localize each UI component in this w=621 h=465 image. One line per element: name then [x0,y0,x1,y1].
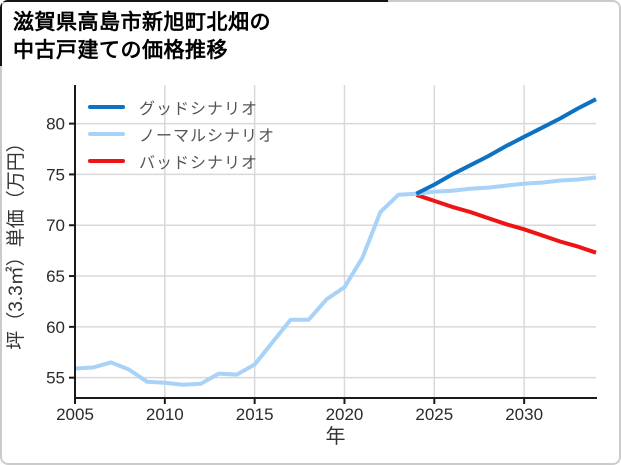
legend-item-bad: バッドシナリオ [88,147,275,174]
series-line-normal [74,175,597,387]
tick-label-x: 2025 [415,405,453,424]
chart-title-line1: 滋賀県高島市新旭町北畑の [13,11,271,34]
chart-title-line2: 中古戸建ての価格推移 [13,39,228,62]
legend-item-normal: ノーマルシナリオ [88,120,275,147]
tick-label-y: 55 [46,369,65,388]
chart-legend: グッドシナリオ ノーマルシナリオ バッドシナリオ [88,93,275,174]
y-axis-label: 坪（3.3㎡）単価（万円） [4,133,27,349]
x-axis-label: 年 [326,425,346,448]
legend-item-good: グッドシナリオ [88,93,275,120]
tick-label-x: 2030 [505,405,543,424]
tick-label-x: 2015 [236,405,274,424]
legend-swatch-normal-icon [88,131,125,136]
tick-label-x: 2010 [146,405,184,424]
legend-swatch-bad-icon [88,158,125,163]
legend-swatch-good-icon [88,104,125,109]
card-border-accent-left [0,0,2,66]
tick-label-y: 75 [46,165,65,184]
tick-label-y: 70 [46,216,65,235]
series-line-good [415,97,597,196]
tick-label-y: 65 [46,267,65,286]
chart-title: 滋賀県高島市新旭町北畑の 中古戸建ての価格推移 [13,9,271,65]
tick-label-y: 80 [46,115,65,134]
legend-label-good: グッドシナリオ [139,100,259,118]
tick-label-x: 2005 [56,405,94,424]
series-line-bad [415,192,597,255]
card-border-accent-top [0,0,388,2]
tick-label-y: 60 [46,318,65,337]
tick-label-x: 2020 [326,405,364,424]
legend-label-bad: バッドシナリオ [139,154,259,172]
legend-label-normal: ノーマルシナリオ [139,127,276,145]
